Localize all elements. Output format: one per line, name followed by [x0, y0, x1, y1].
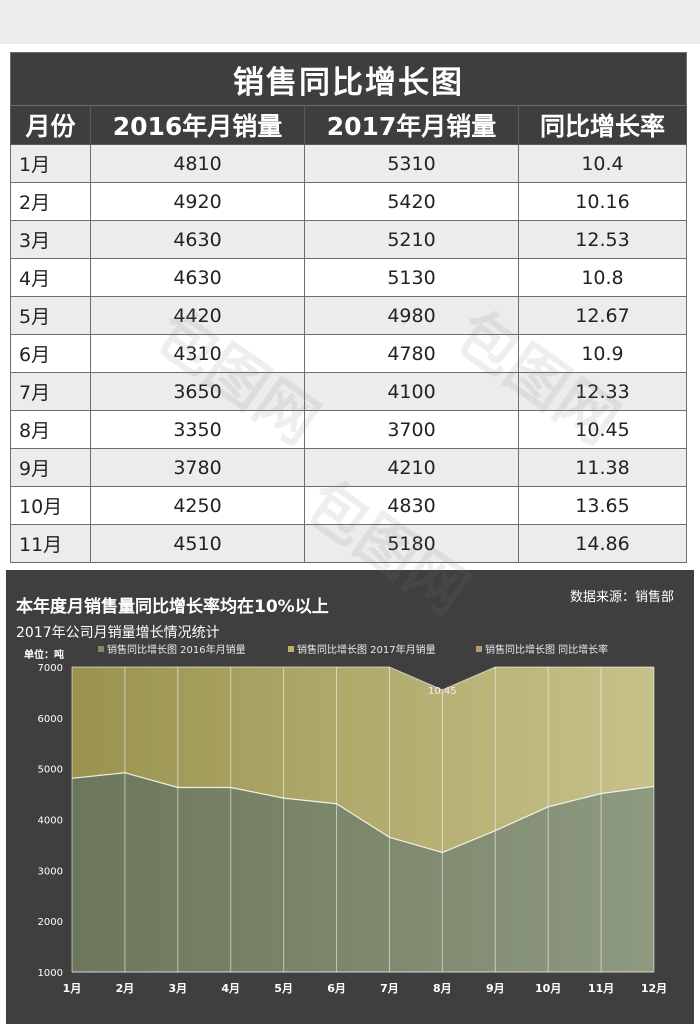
cell-month: 7月: [10, 372, 91, 411]
cell-growth: 11.38: [518, 448, 687, 487]
cell-2017: 5210: [304, 220, 519, 259]
x-tick-label: 2月: [116, 982, 135, 995]
cell-2016: 3780: [90, 448, 305, 487]
cell-2016: 4510: [90, 524, 305, 563]
series-2016-line: [71, 772, 655, 854]
legend-swatch: [476, 646, 482, 652]
x-tick-label: 3月: [168, 982, 187, 995]
y-tick-label: 6000: [38, 714, 63, 725]
table-row: 2月 4920 5420 10.16: [10, 182, 687, 221]
x-tick-label: 11月: [588, 982, 614, 995]
cell-month: 4月: [10, 258, 91, 297]
table-row: 5月 4420 4980 12.67: [10, 296, 687, 335]
cell-month: 6月: [10, 334, 91, 373]
cell-month: 11月: [10, 524, 91, 563]
header-2017: 2017年月销量: [304, 105, 519, 145]
x-tick-label: 10月: [535, 982, 561, 995]
cell-2017: 4210: [304, 448, 519, 487]
cell-2017: 4830: [304, 486, 519, 525]
cell-growth: 12.33: [518, 372, 687, 411]
top-band: [0, 0, 700, 44]
table-row: 9月 3780 4210 11.38: [10, 448, 687, 487]
cell-growth: 13.65: [518, 486, 687, 525]
cell-growth: 10.8: [518, 258, 687, 297]
y-tick-label: 2000: [38, 917, 63, 928]
cell-growth: 10.9: [518, 334, 687, 373]
cell-growth: 12.53: [518, 220, 687, 259]
cell-2017: 4980: [304, 296, 519, 335]
x-tick-label: 6月: [327, 982, 346, 995]
x-tick-label: 8月: [433, 982, 452, 995]
x-tick-label: 9月: [486, 982, 505, 995]
y-axis-label: 单位：吨: [24, 648, 64, 661]
x-tick-label: 4月: [221, 982, 240, 995]
cell-growth: 10.4: [518, 144, 687, 183]
x-tick-label: 1月: [63, 982, 82, 995]
chart-source: 数据来源：销售部: [569, 590, 674, 605]
cell-2017: 4780: [304, 334, 519, 373]
x-tick-label: 5月: [274, 982, 293, 995]
table-row: 11月 4510 5180 14.86: [10, 524, 687, 563]
cell-2017: 5420: [304, 182, 519, 221]
chart-panel: 本年度月销售量同比增长率均在10%以上 数据来源：销售部 2017年公司月销量增…: [6, 570, 694, 1024]
y-tick-label: 5000: [38, 765, 63, 776]
table-row: 3月 4630 5210 12.53: [10, 220, 687, 259]
y-tick-label: 1000: [38, 968, 63, 979]
header-month: 月份: [10, 105, 91, 145]
table-title: 销售同比增长图: [10, 52, 687, 106]
area-chart: 1000 2000 3000 4000 5000 6000 7000 单位：吨 1月 2月 3月 4月…: [24, 643, 667, 995]
cell-2016: 4420: [90, 296, 305, 335]
y-tick-label: 7000: [38, 663, 63, 674]
chart-headline: 本年度月销售量同比增长率均在10%以上: [16, 597, 329, 617]
cell-2017: 5130: [304, 258, 519, 297]
cell-month: 2月: [10, 182, 91, 221]
legend-swatch: [288, 646, 294, 652]
header-growth: 同比增长率: [518, 105, 687, 145]
cell-2016: 4630: [90, 220, 305, 259]
cell-2016: 3350: [90, 410, 305, 449]
cell-2016: 4810: [90, 144, 305, 183]
chart-subtitle: 2017年公司月销量增长情况统计: [16, 625, 220, 641]
cell-month: 3月: [10, 220, 91, 259]
series-2016-area: [72, 772, 654, 972]
x-tick-label: 12月: [641, 982, 667, 995]
cell-month: 10月: [10, 486, 91, 525]
data-label: 10.45: [428, 686, 457, 697]
cell-2016: 4250: [90, 486, 305, 525]
cell-growth: 10.45: [518, 410, 687, 449]
cell-month: 1月: [10, 144, 91, 183]
table-row: 1月 4810 5310 10.4: [10, 144, 687, 183]
cell-month: 8月: [10, 410, 91, 449]
cell-2017: 5180: [304, 524, 519, 563]
legend-label: 销售同比增长图 同比增长率: [485, 643, 608, 656]
y-tick-label: 3000: [38, 866, 63, 877]
table-row: 10月 4250 4830 13.65: [10, 486, 687, 525]
series-2017-line: [72, 666, 654, 691]
header-2016: 2016年月销量: [90, 105, 305, 145]
legend-swatch: [98, 646, 104, 652]
x-tick-label: 7月: [380, 982, 399, 995]
cell-month: 5月: [10, 296, 91, 335]
cell-2017: 3700: [304, 410, 519, 449]
cell-2016: 4630: [90, 258, 305, 297]
cell-month: 9月: [10, 448, 91, 487]
cell-2017: 4100: [304, 372, 519, 411]
cell-growth: 14.86: [518, 524, 687, 563]
cell-growth: 10.16: [518, 182, 687, 221]
legend-label: 销售同比增长图 2016年月销量: [107, 643, 246, 656]
table-row: 8月 3350 3700 10.45: [10, 410, 687, 449]
cell-2016: 4310: [90, 334, 305, 373]
cell-growth: 12.67: [518, 296, 687, 335]
legend-label: 销售同比增长图 2017年月销量: [297, 643, 436, 656]
cell-2016: 4920: [90, 182, 305, 221]
table-row: 4月 4630 5130 10.8: [10, 258, 687, 297]
cell-2016: 3650: [90, 372, 305, 411]
cell-2017: 5310: [304, 144, 519, 183]
y-tick-label: 4000: [38, 816, 63, 827]
table-row: 6月 4310 4780 10.9: [10, 334, 687, 373]
table-row: 7月 3650 4100 12.33: [10, 372, 687, 411]
sales-table: 销售同比增长图 月份 2016年月销量 2017年月销量 同比增长率 1月 481…: [10, 52, 687, 563]
